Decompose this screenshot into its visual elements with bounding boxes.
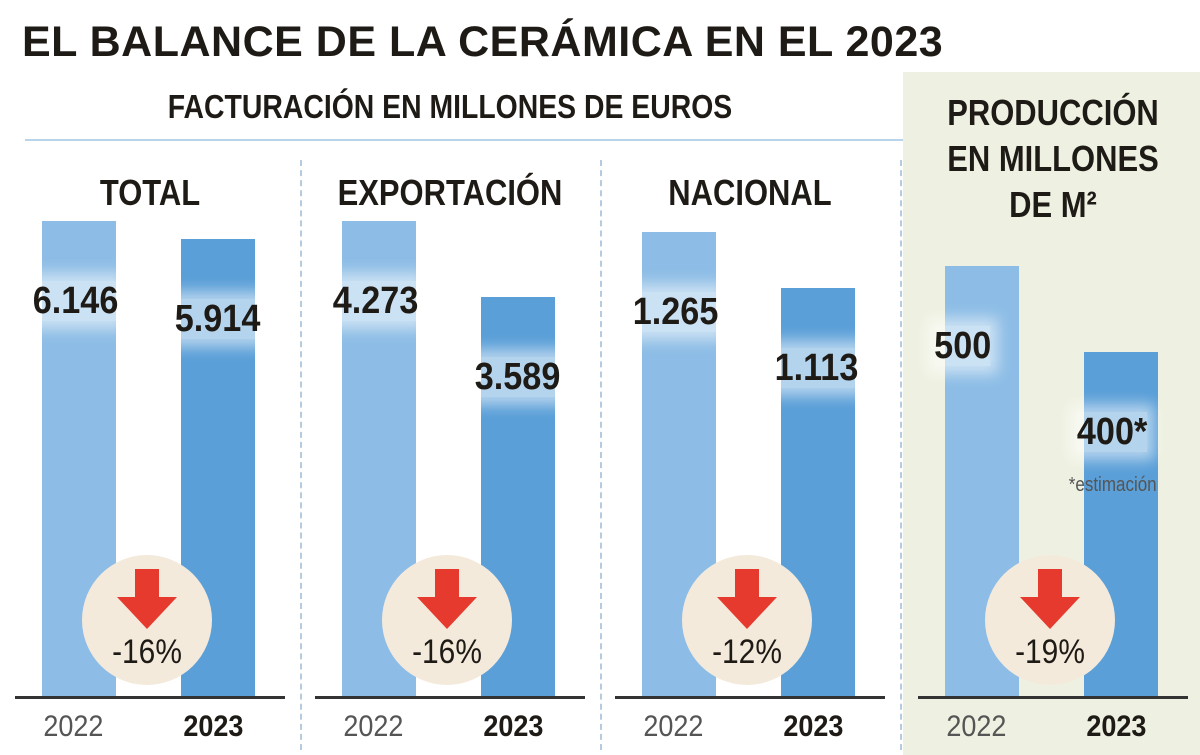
panel-title: TOTAL (99, 172, 201, 213)
chart-panel: EXPORTACIÓN 4.273 2022 3.589 2023 -16% (300, 160, 600, 755)
value-label: 1.265 (632, 291, 719, 333)
change-badge: -12% (682, 555, 812, 685)
value-label: 4.273 (332, 280, 419, 322)
year-label: 2023 (183, 710, 244, 743)
baseline (315, 696, 585, 699)
panel-title: EXPORTACIÓN (337, 172, 563, 213)
change-percent: -19% (1015, 633, 1085, 671)
divider (300, 160, 302, 750)
divider (600, 160, 602, 750)
year-label: 2023 (783, 710, 844, 743)
baseline (615, 696, 885, 699)
year-label: 2022 (946, 710, 1007, 743)
value-label: 400* (1076, 411, 1148, 453)
change-percent: -12% (712, 633, 782, 671)
year-label: 2022 (343, 710, 404, 743)
chart-title: EL BALANCE DE LA CERÁMICA EN EL 2023 (22, 18, 944, 66)
baseline (918, 696, 1188, 699)
year-label: 2022 (643, 710, 704, 743)
subtitle-rule (25, 139, 903, 141)
change-badge: -16% (382, 555, 512, 685)
value-label: 1.113 (774, 346, 859, 389)
value-label: 6.146 (32, 280, 119, 322)
value-label: 5.914 (174, 297, 261, 340)
chart-subtitle: FACTURACIÓN EN MILLONES DE EUROS (167, 88, 733, 125)
arrow-down-icon (1020, 569, 1080, 629)
baseline (15, 696, 285, 699)
panel-title: PRODUCCIÓN EN MILLONES DE M² (947, 92, 1159, 225)
change-badge: -16% (82, 555, 212, 685)
chart-panel: TOTAL 6.146 2022 5.914 2023 -16% (0, 160, 300, 755)
arrow-down-icon (717, 569, 777, 629)
year-label: 2023 (1086, 710, 1147, 743)
change-percent: -16% (412, 633, 482, 671)
change-badge: -19% (985, 555, 1115, 685)
arrow-down-icon (117, 569, 177, 629)
value-label: 500 (934, 325, 992, 367)
chart-panel: NACIONAL 1.265 2022 1.113 2023 -12% (600, 160, 900, 755)
value-label: 3.589 (474, 356, 561, 399)
estimate-note: *estimación (1068, 474, 1157, 496)
chart-panel: PRODUCCIÓN EN MILLONES DE M² 500 2022 400* 202… (903, 92, 1200, 755)
change-percent: -16% (112, 633, 182, 671)
divider (900, 160, 902, 750)
year-label: 2022 (43, 710, 104, 743)
arrow-down-icon (417, 569, 477, 629)
year-label: 2023 (483, 710, 544, 743)
panel-title: NACIONAL (668, 172, 832, 213)
